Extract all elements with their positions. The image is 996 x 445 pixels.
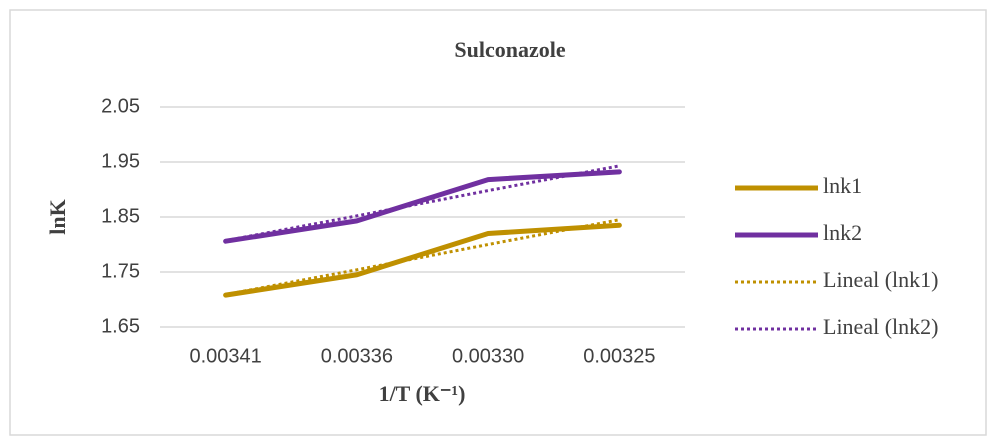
y-tick-label: 1.95 <box>101 150 140 172</box>
legend-label: Lineal (lnk1) <box>823 267 938 292</box>
x-tick-label: 0.00330 <box>452 345 524 367</box>
y-axis-label: lnK <box>45 199 70 234</box>
x-tick-label: 0.00341 <box>189 345 261 367</box>
trend-line <box>225 218 620 297</box>
legend-label: lnk1 <box>823 173 862 198</box>
x-tick-label: 0.00325 <box>583 345 655 367</box>
y-tick-label: 1.65 <box>101 315 140 337</box>
series-line <box>223 169 622 244</box>
y-tick-label: 1.75 <box>101 260 140 282</box>
y-tick-label: 2.05 <box>101 95 140 117</box>
series-line <box>223 222 622 298</box>
chart-border <box>9 9 987 436</box>
x-axis-label: 1/T (K⁻¹) <box>379 381 466 406</box>
legend-label: Lineal (lnk2) <box>823 314 938 339</box>
chart-title: Sulconazole <box>454 37 565 62</box>
y-tick-label: 1.85 <box>101 205 140 227</box>
legend-label: lnk2 <box>823 220 862 245</box>
x-tick-label: 0.00336 <box>321 345 393 367</box>
trend-line <box>225 164 620 243</box>
